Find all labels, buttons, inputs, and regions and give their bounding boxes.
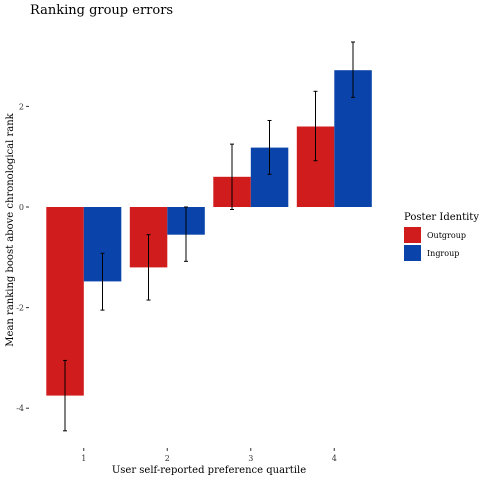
legend-swatch-outgroup: [404, 227, 421, 243]
bars-layer: [46, 70, 372, 396]
x-tick-label: 4: [332, 454, 337, 463]
legend-label-ingroup: Ingroup: [427, 249, 459, 258]
errorbar-ingroup-q2: [184, 206, 188, 262]
y-tick-label: 0: [19, 203, 24, 212]
legend-label-outgroup: Outgroup: [427, 231, 466, 240]
x-tick-label: 1: [81, 454, 86, 463]
errorbars-layer: [63, 41, 355, 432]
errorbar-ingroup-q3: [267, 119, 272, 175]
y-tick-label: -4: [16, 404, 24, 413]
legend-swatch-ingroup: [404, 245, 421, 261]
y-tick-label: -2: [16, 304, 24, 313]
errorbar-outgroup-q3: [230, 143, 234, 211]
y-axis-title: Mean ranking boost above chronological r…: [5, 112, 16, 346]
errorbar-outgroup-q2: [146, 234, 151, 301]
x-tick-label: 3: [248, 454, 253, 463]
errorbar-ingroup-q4: [351, 41, 355, 98]
errorbar-outgroup-q1: [63, 359, 67, 432]
errorbar-outgroup-q4: [313, 90, 318, 162]
x-axis: 1 2 3 4: [81, 448, 337, 463]
x-axis-title: User self-reported preference quartile: [112, 465, 306, 476]
x-tick-label: 2: [165, 454, 170, 463]
legend: Poster Identity Outgroup Ingroup: [404, 212, 479, 261]
errorbar-ingroup-q1: [100, 252, 105, 311]
y-axis: -4 -2 0 2: [16, 102, 29, 413]
legend-title: Poster Identity: [404, 212, 479, 223]
chart-title: Ranking group errors: [30, 3, 174, 18]
y-tick-label: 2: [19, 102, 24, 111]
